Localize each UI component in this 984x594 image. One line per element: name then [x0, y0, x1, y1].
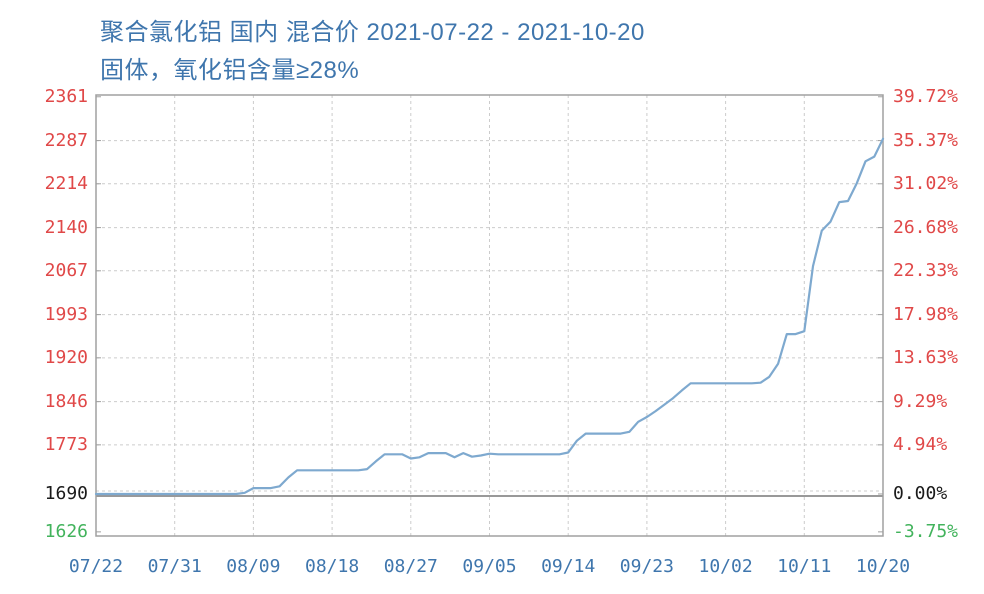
y-axis-price-label: 1690: [44, 482, 88, 504]
y-axis-percent-label: 22.33%: [893, 259, 959, 281]
chart-title: 聚合氯化铝 国内 混合价 2021-07-22 - 2021-10-20: [100, 19, 645, 46]
x-axis-date-label: 10/20: [855, 556, 911, 577]
y-axis-percent-label: 17.98%: [893, 303, 959, 325]
y-axis-percent-label: 4.94%: [893, 433, 948, 455]
x-axis-date-label: 10/11: [777, 556, 832, 577]
x-axis-date-label: 08/18: [305, 556, 360, 577]
x-axis-date-label: 09/05: [462, 556, 517, 577]
y-axis-percent-label: 39.72%: [893, 85, 959, 107]
x-axis-date-label: 10/02: [698, 556, 753, 577]
y-axis-price-label: 1626: [44, 520, 88, 542]
chart-subtitle: 固体，氧化铝含量≥28%: [100, 57, 360, 84]
y-axis-price-label: 1993: [44, 303, 88, 325]
y-axis-price-label: 2214: [44, 172, 88, 194]
y-axis-price-label: 2361: [44, 85, 88, 107]
y-axis-percent-label: 0.00%: [893, 482, 948, 504]
y-axis-price-label: 2067: [44, 259, 88, 281]
y-axis-percent-label: 13.63%: [893, 346, 959, 368]
x-axis-date-label: 07/31: [147, 556, 202, 577]
x-axis-date-label: 08/09: [226, 556, 281, 577]
x-axis-date-label: 09/23: [619, 556, 674, 577]
y-axis-percent-label: 9.29%: [893, 390, 948, 412]
y-axis-price-label: 2140: [44, 216, 88, 238]
y-axis-percent-label: 35.37%: [893, 129, 959, 151]
y-axis-percent-label: -3.75%: [893, 520, 959, 542]
x-axis-date-label: 09/14: [541, 556, 596, 577]
price-line: [94, 137, 885, 496]
y-axis-price-label: 1920: [44, 346, 88, 368]
x-axis-date-label: 08/27: [383, 556, 438, 577]
y-axis-percent-label: 26.68%: [893, 216, 959, 238]
plot-border: [95, 94, 884, 537]
x-axis-date-label: 07/22: [68, 556, 124, 577]
y-axis-price-label: 2287: [44, 129, 88, 151]
y-axis-percent-label: 31.02%: [893, 172, 959, 194]
y-axis-price-label: 1773: [44, 433, 88, 455]
y-axis-price-label: 1846: [44, 390, 88, 412]
